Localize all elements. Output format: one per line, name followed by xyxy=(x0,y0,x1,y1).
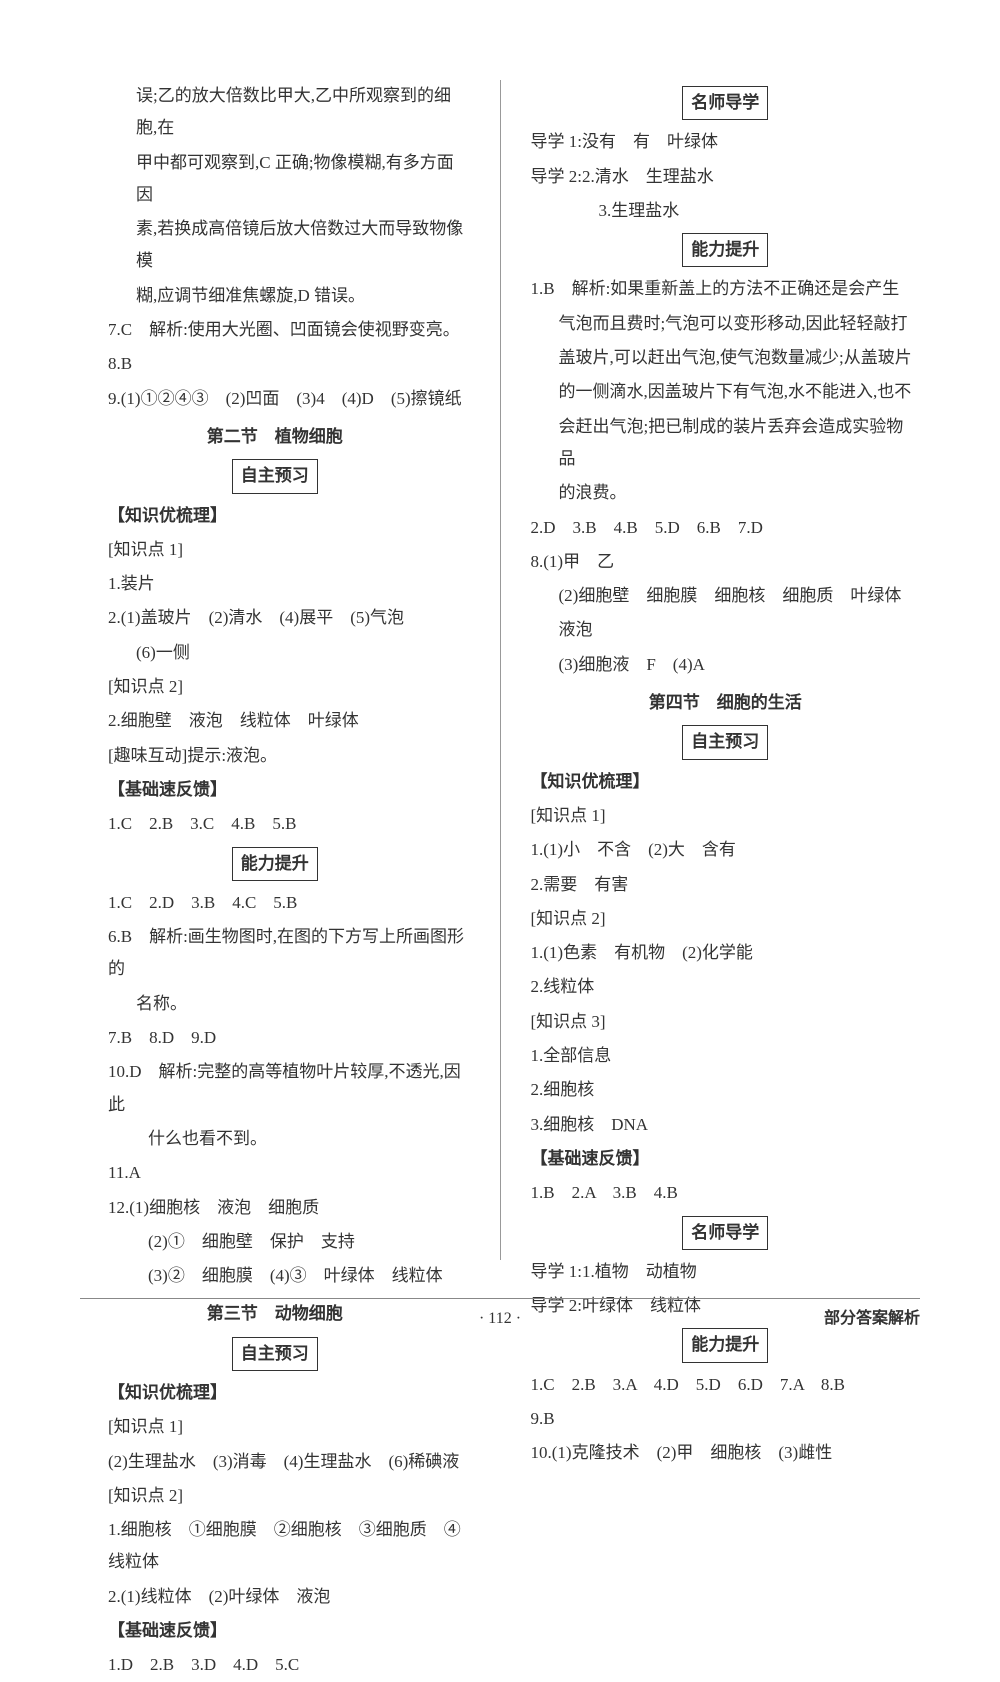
text-line: 能力提升 xyxy=(531,233,921,267)
boxed-heading: 自主预习 xyxy=(232,459,318,493)
text-line: 1.B 解析:如果重新盖上的方法不正确还是会产生 xyxy=(531,273,921,305)
page-number: · 112 · xyxy=(360,1304,640,1334)
text-line: 导学 1:没有 有 叶绿体 xyxy=(531,126,921,158)
text-line: 6.B 解析:画生物图时,在图的下方写上所画图形的 xyxy=(80,921,470,986)
text-line: 2.(1)线粒体 (2)叶绿体 液泡 xyxy=(80,1581,470,1613)
text-line: [知识点 2] xyxy=(531,903,921,935)
boxed-heading: 名师导学 xyxy=(682,1216,768,1250)
text-line: (2)① 细胞壁 保护 支持 xyxy=(80,1226,470,1258)
text-line: 1.全部信息 xyxy=(531,1040,921,1072)
text-line: [知识点 3] xyxy=(531,1006,921,1038)
text-line: 会赶出气泡;把已制成的装片丢弃会造成实验物品 xyxy=(531,411,921,476)
text-line: 1.(1)小 不含 (2)大 含有 xyxy=(531,834,921,866)
text-line: 1.D 2.B 3.D 4.D 5.C xyxy=(80,1649,470,1681)
text-line: 1.(1)色素 有机物 (2)化学能 xyxy=(531,937,921,969)
text-line: 导学 1:1.植物 动植物 xyxy=(531,1256,921,1288)
text-line: (3)② 细胞膜 (4)③ 叶绿体 线粒体 xyxy=(80,1260,470,1292)
text-line: 气泡而且费时;气泡可以变形移动,因此轻轻敲打 xyxy=(531,308,921,340)
text-line: 第二节 植物细胞 xyxy=(80,421,470,453)
text-line: 11.A xyxy=(80,1157,470,1189)
boxed-heading: 能力提升 xyxy=(682,233,768,267)
text-line: 1.C 2.D 3.B 4.C 5.B xyxy=(80,887,470,919)
text-line: 名师导学 xyxy=(531,1216,921,1250)
text-line: 1.C 2.B 3.C 4.B 5.B xyxy=(80,808,470,840)
text-line: 1.C 2.B 3.A 4.D 5.D 6.D 7.A 8.B xyxy=(531,1369,921,1401)
right-column: 名师导学导学 1:没有 有 叶绿体导学 2:2.清水 生理盐水3.生理盐水能力提… xyxy=(531,80,921,1260)
text-line: 9.(1)①②④③ (2)凹面 (3)4 (4)D (5)擦镜纸 xyxy=(80,383,470,415)
text-line: 8.(1)甲 乙 xyxy=(531,546,921,578)
text-line: [知识点 1] xyxy=(531,800,921,832)
text-line: 自主预习 xyxy=(531,725,921,759)
text-line: 自主预习 xyxy=(80,459,470,493)
page-footer: · 112 · 部分答案解析 xyxy=(0,1304,1000,1334)
boxed-heading: 自主预习 xyxy=(232,1337,318,1371)
text-line: 3.生理盐水 xyxy=(531,195,921,227)
text-line: 【基础速反馈】 xyxy=(531,1143,921,1175)
text-line: 的一侧滴水,因盖玻片下有气泡,水不能进入,也不 xyxy=(531,376,921,408)
text-line: 什么也看不到。 xyxy=(80,1123,470,1155)
text-line: 【基础速反馈】 xyxy=(80,1615,470,1647)
text-line: 1.细胞核 ①细胞膜 ②细胞核 ③细胞质 ④线粒体 xyxy=(80,1514,470,1579)
text-line: 误;乙的放大倍数比甲大,乙中所观察到的细胞,在 xyxy=(80,80,470,145)
text-line: 2.需要 有害 xyxy=(531,869,921,901)
boxed-heading: 名师导学 xyxy=(682,86,768,120)
text-line: 2.细胞壁 液泡 线粒体 叶绿体 xyxy=(80,705,470,737)
text-line: 素,若换成高倍镜后放大倍数过大而导致物像模 xyxy=(80,213,470,278)
text-line: 2.细胞核 xyxy=(531,1074,921,1106)
text-line: 自主预习 xyxy=(80,1337,470,1371)
text-line: 液泡 xyxy=(531,614,921,646)
text-line: 【知识优梳理】 xyxy=(531,766,921,798)
text-line: 糊,应调节细准焦螺旋,D 错误。 xyxy=(80,280,470,312)
text-line: 的浪费。 xyxy=(531,477,921,509)
text-line: 名师导学 xyxy=(531,86,921,120)
text-line: 1.B 2.A 3.B 4.B xyxy=(531,1177,921,1209)
text-line: 10.(1)克隆技术 (2)甲 细胞核 (3)雌性 xyxy=(531,1437,921,1469)
text-line: (2)生理盐水 (3)消毒 (4)生理盐水 (6)稀碘液 xyxy=(80,1446,470,1478)
text-line: 3.细胞核 DNA xyxy=(531,1109,921,1141)
text-line: 盖玻片,可以赶出气泡,使气泡数量减少;从盖玻片 xyxy=(531,342,921,374)
text-line: 第四节 细胞的生活 xyxy=(531,687,921,719)
text-line: (3)细胞液 F (4)A xyxy=(531,649,921,681)
text-line: 8.B xyxy=(80,348,470,380)
text-line: (2)细胞壁 细胞膜 细胞核 细胞质 叶绿体 xyxy=(531,580,921,612)
text-line: 7.B 8.D 9.D xyxy=(80,1022,470,1054)
text-line: 名称。 xyxy=(80,988,470,1020)
text-line: [知识点 1] xyxy=(80,534,470,566)
text-line: 甲中都可观察到,C 正确;物像模糊,有多方面因 xyxy=(80,147,470,212)
text-line: 10.D 解析:完整的高等植物叶片较厚,不透光,因此 xyxy=(80,1056,470,1121)
text-line: 9.B xyxy=(531,1403,921,1435)
text-line: (6)一侧 xyxy=(80,637,470,669)
text-line: [知识点 2] xyxy=(80,671,470,703)
text-line: 12.(1)细胞核 液泡 细胞质 xyxy=(80,1192,470,1224)
text-line: 1.装片 xyxy=(80,568,470,600)
two-column-layout: 误;乙的放大倍数比甲大,乙中所观察到的细胞,在甲中都可观察到,C 正确;物像模糊… xyxy=(80,80,920,1260)
text-line: [趣味互动]提示:液泡。 xyxy=(80,740,470,772)
text-line: [知识点 1] xyxy=(80,1411,470,1443)
boxed-heading: 能力提升 xyxy=(232,847,318,881)
column-divider xyxy=(500,80,501,1260)
left-column: 误;乙的放大倍数比甲大,乙中所观察到的细胞,在甲中都可观察到,C 正确;物像模糊… xyxy=(80,80,470,1260)
text-line: 7.C 解析:使用大光圈、凹面镜会使视野变亮。 xyxy=(80,314,470,346)
footer-divider xyxy=(80,1298,920,1299)
footer-section-label: 部分答案解析 xyxy=(640,1304,920,1334)
text-line: 2.D 3.B 4.B 5.D 6.B 7.D xyxy=(531,512,921,544)
text-line: 2.(1)盖玻片 (2)清水 (4)展平 (5)气泡 xyxy=(80,602,470,634)
text-line: 【基础速反馈】 xyxy=(80,774,470,806)
text-line: 【知识优梳理】 xyxy=(80,500,470,532)
text-line: 能力提升 xyxy=(80,847,470,881)
boxed-heading: 自主预习 xyxy=(682,725,768,759)
text-line: [知识点 2] xyxy=(80,1480,470,1512)
footer-left-spacer xyxy=(80,1304,360,1334)
text-line: 2.线粒体 xyxy=(531,971,921,1003)
text-line: 【知识优梳理】 xyxy=(80,1377,470,1409)
text-line: 导学 2:2.清水 生理盐水 xyxy=(531,161,921,193)
